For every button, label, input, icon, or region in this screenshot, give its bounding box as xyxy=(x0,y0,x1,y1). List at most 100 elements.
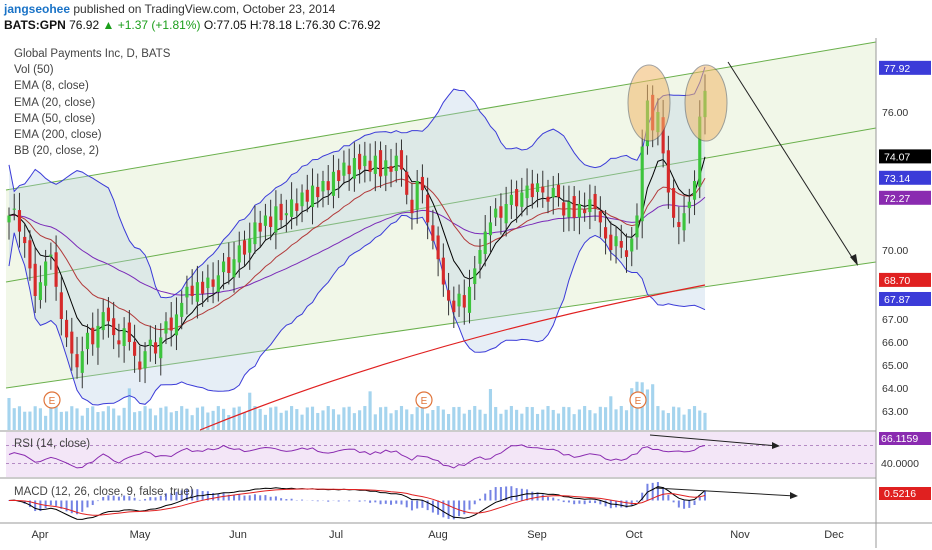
volume-bar xyxy=(185,408,189,430)
macd-histogram-bar xyxy=(458,500,461,517)
earnings-marker xyxy=(629,391,647,409)
volume-bar xyxy=(232,407,236,430)
time-axis-label: Oct xyxy=(625,529,642,541)
volume-bar xyxy=(227,414,231,430)
legend-ema8[interactable]: EMA (8, close) xyxy=(14,80,89,93)
legend-volume[interactable]: Vol (50) xyxy=(14,64,54,77)
volume-bar xyxy=(206,412,210,430)
candle-body xyxy=(520,192,524,207)
volume-bar xyxy=(661,410,665,430)
candle-body xyxy=(59,292,63,319)
macd-histogram-bar xyxy=(123,495,126,501)
macd-histogram-bar xyxy=(144,498,147,501)
volume-bar xyxy=(33,406,37,430)
volume-bar xyxy=(515,409,519,430)
macd-histogram-bar xyxy=(473,500,476,505)
volume-bar xyxy=(614,409,618,430)
volume-bar xyxy=(195,407,199,430)
macd-histogram-bar xyxy=(369,500,372,503)
candle-body xyxy=(64,319,69,338)
rsi-axis-label: 40.0000 xyxy=(881,458,919,470)
macd-histogram-bar xyxy=(170,493,173,501)
macd-histogram-bar xyxy=(327,500,330,502)
quote-line: BATS:GPN 76.92 ▲ +1.37 (+1.81%) O:77.05 … xyxy=(4,18,381,32)
candle-body xyxy=(253,222,257,245)
volume-bar xyxy=(488,389,493,430)
macd-histogram-bar xyxy=(693,500,696,506)
volume-bar xyxy=(216,406,220,430)
candle-body xyxy=(363,155,367,167)
volume-bar xyxy=(44,415,48,430)
macd-histogram-bar xyxy=(149,497,152,501)
candle-body xyxy=(389,166,393,172)
macd-histogram-bar xyxy=(133,497,136,501)
macd-histogram-bar xyxy=(243,495,246,501)
candle-body xyxy=(237,245,241,263)
legend-ema50[interactable]: EMA (50, close) xyxy=(14,112,96,125)
candle-body xyxy=(206,277,210,289)
username[interactable]: jangseohee xyxy=(4,2,71,16)
volume-bar xyxy=(106,406,110,430)
price-badge-label: 73.14 xyxy=(884,173,910,185)
candle-body xyxy=(609,234,613,250)
macd-histogram-bar xyxy=(421,500,424,508)
volume-bar xyxy=(59,411,63,430)
candle-body xyxy=(567,201,571,218)
candle-body xyxy=(698,116,702,187)
macd-histogram-bar xyxy=(34,500,37,512)
candle-body xyxy=(405,171,409,195)
macd-label[interactable]: MACD (12, 26, close, 9, false, true) xyxy=(14,486,194,498)
macd-histogram-bar xyxy=(316,500,319,502)
published-note: published on TradingView.com, October 23… xyxy=(73,2,336,16)
volume-bar xyxy=(373,414,377,430)
rsi-divergence-arrow xyxy=(772,442,780,449)
candle-body xyxy=(410,199,414,214)
macd-signal-line xyxy=(8,488,706,516)
macd-histogram-bar xyxy=(227,494,230,501)
volume-bar xyxy=(556,413,561,430)
macd-histogram-bar xyxy=(442,500,445,518)
candle-body xyxy=(415,181,419,210)
macd-histogram-bar xyxy=(55,500,58,506)
volume-bar xyxy=(169,412,173,430)
macd-histogram-bar xyxy=(70,500,73,514)
candle-body xyxy=(473,268,477,285)
macd-histogram-bar xyxy=(253,494,256,501)
legend-ema20[interactable]: EMA (20, close) xyxy=(14,96,96,109)
price-badge-label: 67.87 xyxy=(884,294,910,306)
volume-bar xyxy=(577,409,581,430)
candle-body xyxy=(478,250,482,264)
candle-body xyxy=(310,185,315,208)
macd-histogram-bar xyxy=(379,500,382,505)
volume-bar xyxy=(258,408,262,430)
time-axis-label: Sep xyxy=(527,529,547,541)
candle-body xyxy=(420,176,424,191)
candle-body xyxy=(91,327,95,345)
candle-body xyxy=(630,238,634,252)
candle-body xyxy=(687,201,691,209)
volume-bar xyxy=(535,413,540,430)
volume-bar xyxy=(431,410,435,430)
volume-bar xyxy=(478,409,482,430)
macd-histogram-bar xyxy=(651,482,654,501)
volume-bar xyxy=(300,414,304,430)
volume-bar xyxy=(127,388,131,430)
legend-ema200[interactable]: EMA (200, close) xyxy=(14,129,102,142)
candle-body xyxy=(195,282,199,302)
candle-body xyxy=(242,240,247,255)
candle-body xyxy=(619,240,623,248)
volume-bar xyxy=(604,407,608,430)
legend-title[interactable]: Global Payments Inc, D, BATS xyxy=(14,48,171,60)
candle-body xyxy=(211,279,215,287)
candle-body xyxy=(227,257,231,273)
volume-bar xyxy=(609,396,613,430)
rsi-label[interactable]: RSI (14, close) xyxy=(14,438,91,450)
candle-body xyxy=(44,261,48,286)
macd-histogram-bar xyxy=(91,500,94,506)
rsi-divergence-line xyxy=(649,434,779,447)
legend-bb[interactable]: BB (20, close, 2) xyxy=(14,145,100,158)
up-arrow-icon: ▲ xyxy=(102,18,115,32)
volume-bar xyxy=(263,414,267,430)
candle-body xyxy=(494,208,498,218)
